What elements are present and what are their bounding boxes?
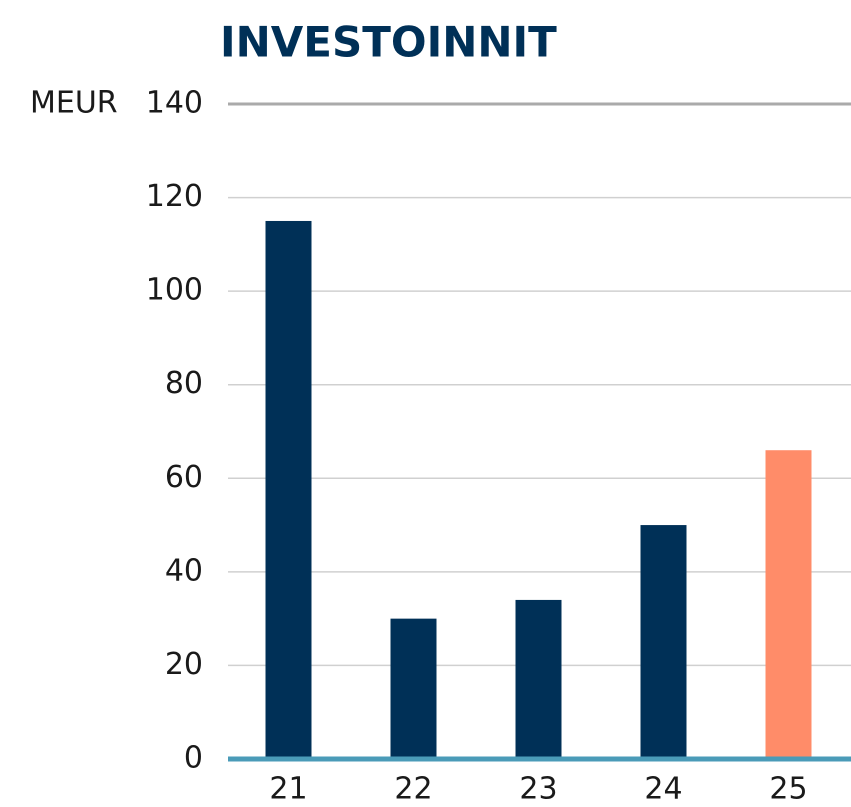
y-tick-label: 0 bbox=[184, 741, 203, 776]
x-tick-label: 23 bbox=[519, 772, 557, 807]
chart-title: INVESTOINNIT bbox=[220, 18, 557, 67]
y-tick-label: 60 bbox=[165, 460, 203, 495]
bar bbox=[640, 525, 687, 759]
x-tick-label: 25 bbox=[769, 772, 807, 807]
y-tick-label: 40 bbox=[165, 553, 203, 588]
bar bbox=[515, 599, 562, 759]
x-tick-label: 22 bbox=[394, 772, 432, 807]
bar bbox=[265, 220, 312, 759]
y-axis-label: MEUR bbox=[30, 86, 118, 121]
x-tick-label: 21 bbox=[269, 772, 307, 807]
bar bbox=[390, 618, 437, 759]
bar bbox=[765, 450, 812, 759]
y-tick-label: 100 bbox=[146, 273, 203, 308]
y-tick-label: 80 bbox=[165, 366, 203, 401]
x-tick-label: 24 bbox=[644, 772, 682, 807]
y-tick-label: 120 bbox=[146, 179, 203, 214]
y-tick-label: 140 bbox=[146, 86, 203, 121]
y-tick-label: 20 bbox=[165, 647, 203, 682]
